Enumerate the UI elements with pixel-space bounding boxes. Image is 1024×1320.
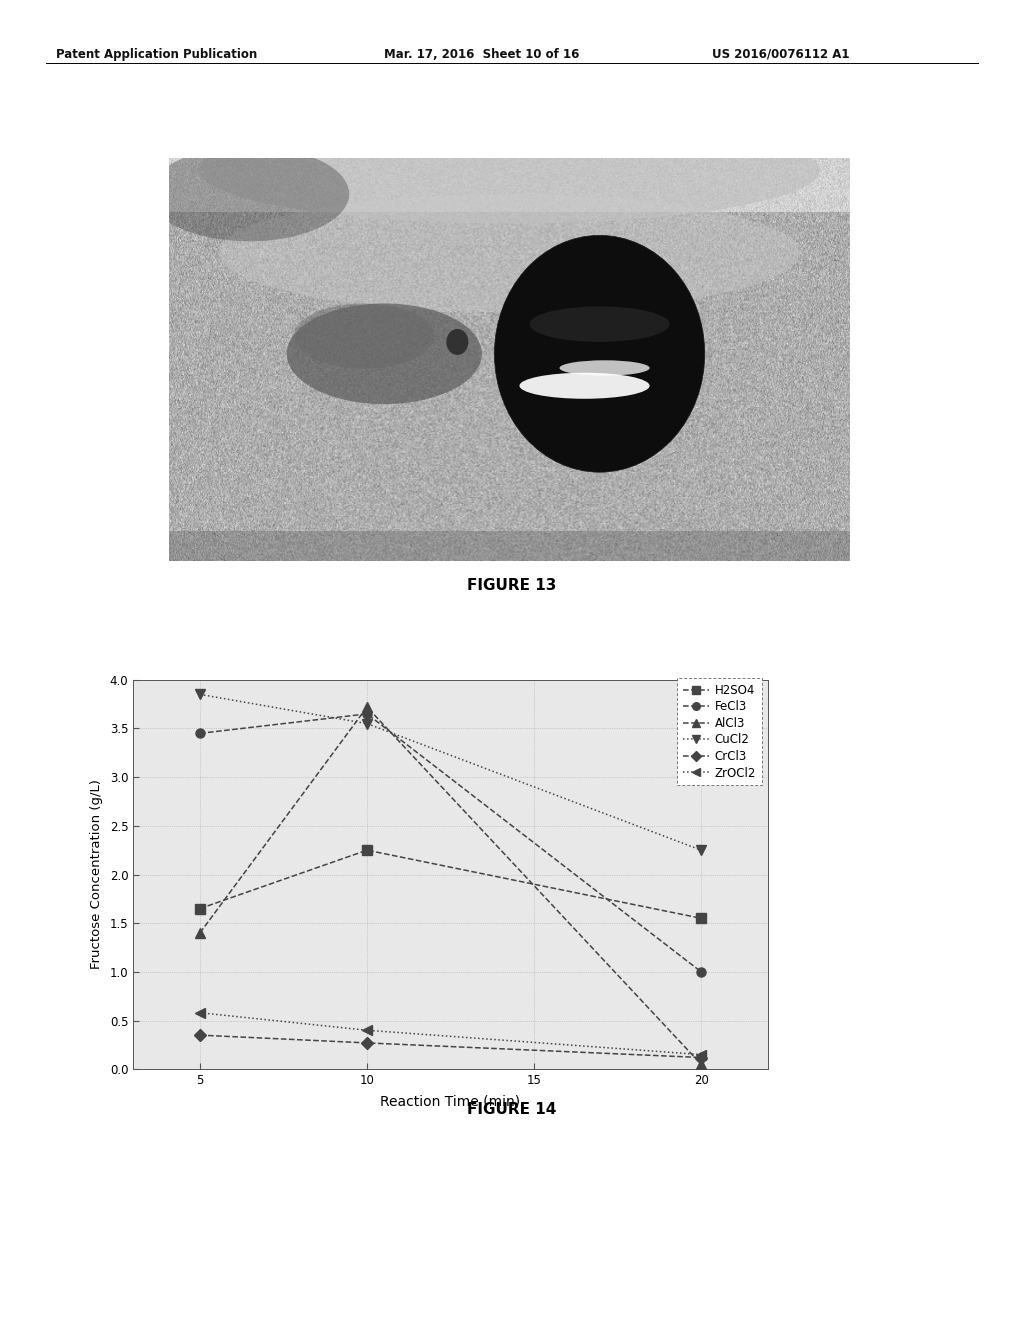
Ellipse shape bbox=[559, 360, 649, 376]
Legend: H2SO4, FeCl3, AlCl3, CuCl2, CrCl3, ZrOCl2: H2SO4, FeCl3, AlCl3, CuCl2, CrCl3, ZrOCl… bbox=[677, 678, 762, 785]
X-axis label: Reaction Time (min): Reaction Time (min) bbox=[381, 1094, 520, 1107]
Text: FIGURE 13: FIGURE 13 bbox=[467, 578, 557, 593]
Ellipse shape bbox=[529, 306, 670, 342]
Text: US 2016/0076112 A1: US 2016/0076112 A1 bbox=[712, 48, 849, 61]
Text: Mar. 17, 2016  Sheet 10 of 16: Mar. 17, 2016 Sheet 10 of 16 bbox=[384, 48, 580, 61]
Ellipse shape bbox=[219, 194, 800, 313]
Text: Patent Application Publication: Patent Application Publication bbox=[56, 48, 258, 61]
Ellipse shape bbox=[287, 304, 482, 404]
Ellipse shape bbox=[495, 235, 705, 473]
Ellipse shape bbox=[199, 117, 820, 223]
Ellipse shape bbox=[519, 372, 649, 399]
Text: FIGURE 14: FIGURE 14 bbox=[467, 1102, 557, 1117]
Bar bbox=[169, 532, 850, 561]
Ellipse shape bbox=[446, 329, 468, 355]
Ellipse shape bbox=[148, 147, 349, 242]
Y-axis label: Fructose Concentration (g/L): Fructose Concentration (g/L) bbox=[90, 780, 102, 969]
Ellipse shape bbox=[294, 304, 434, 368]
